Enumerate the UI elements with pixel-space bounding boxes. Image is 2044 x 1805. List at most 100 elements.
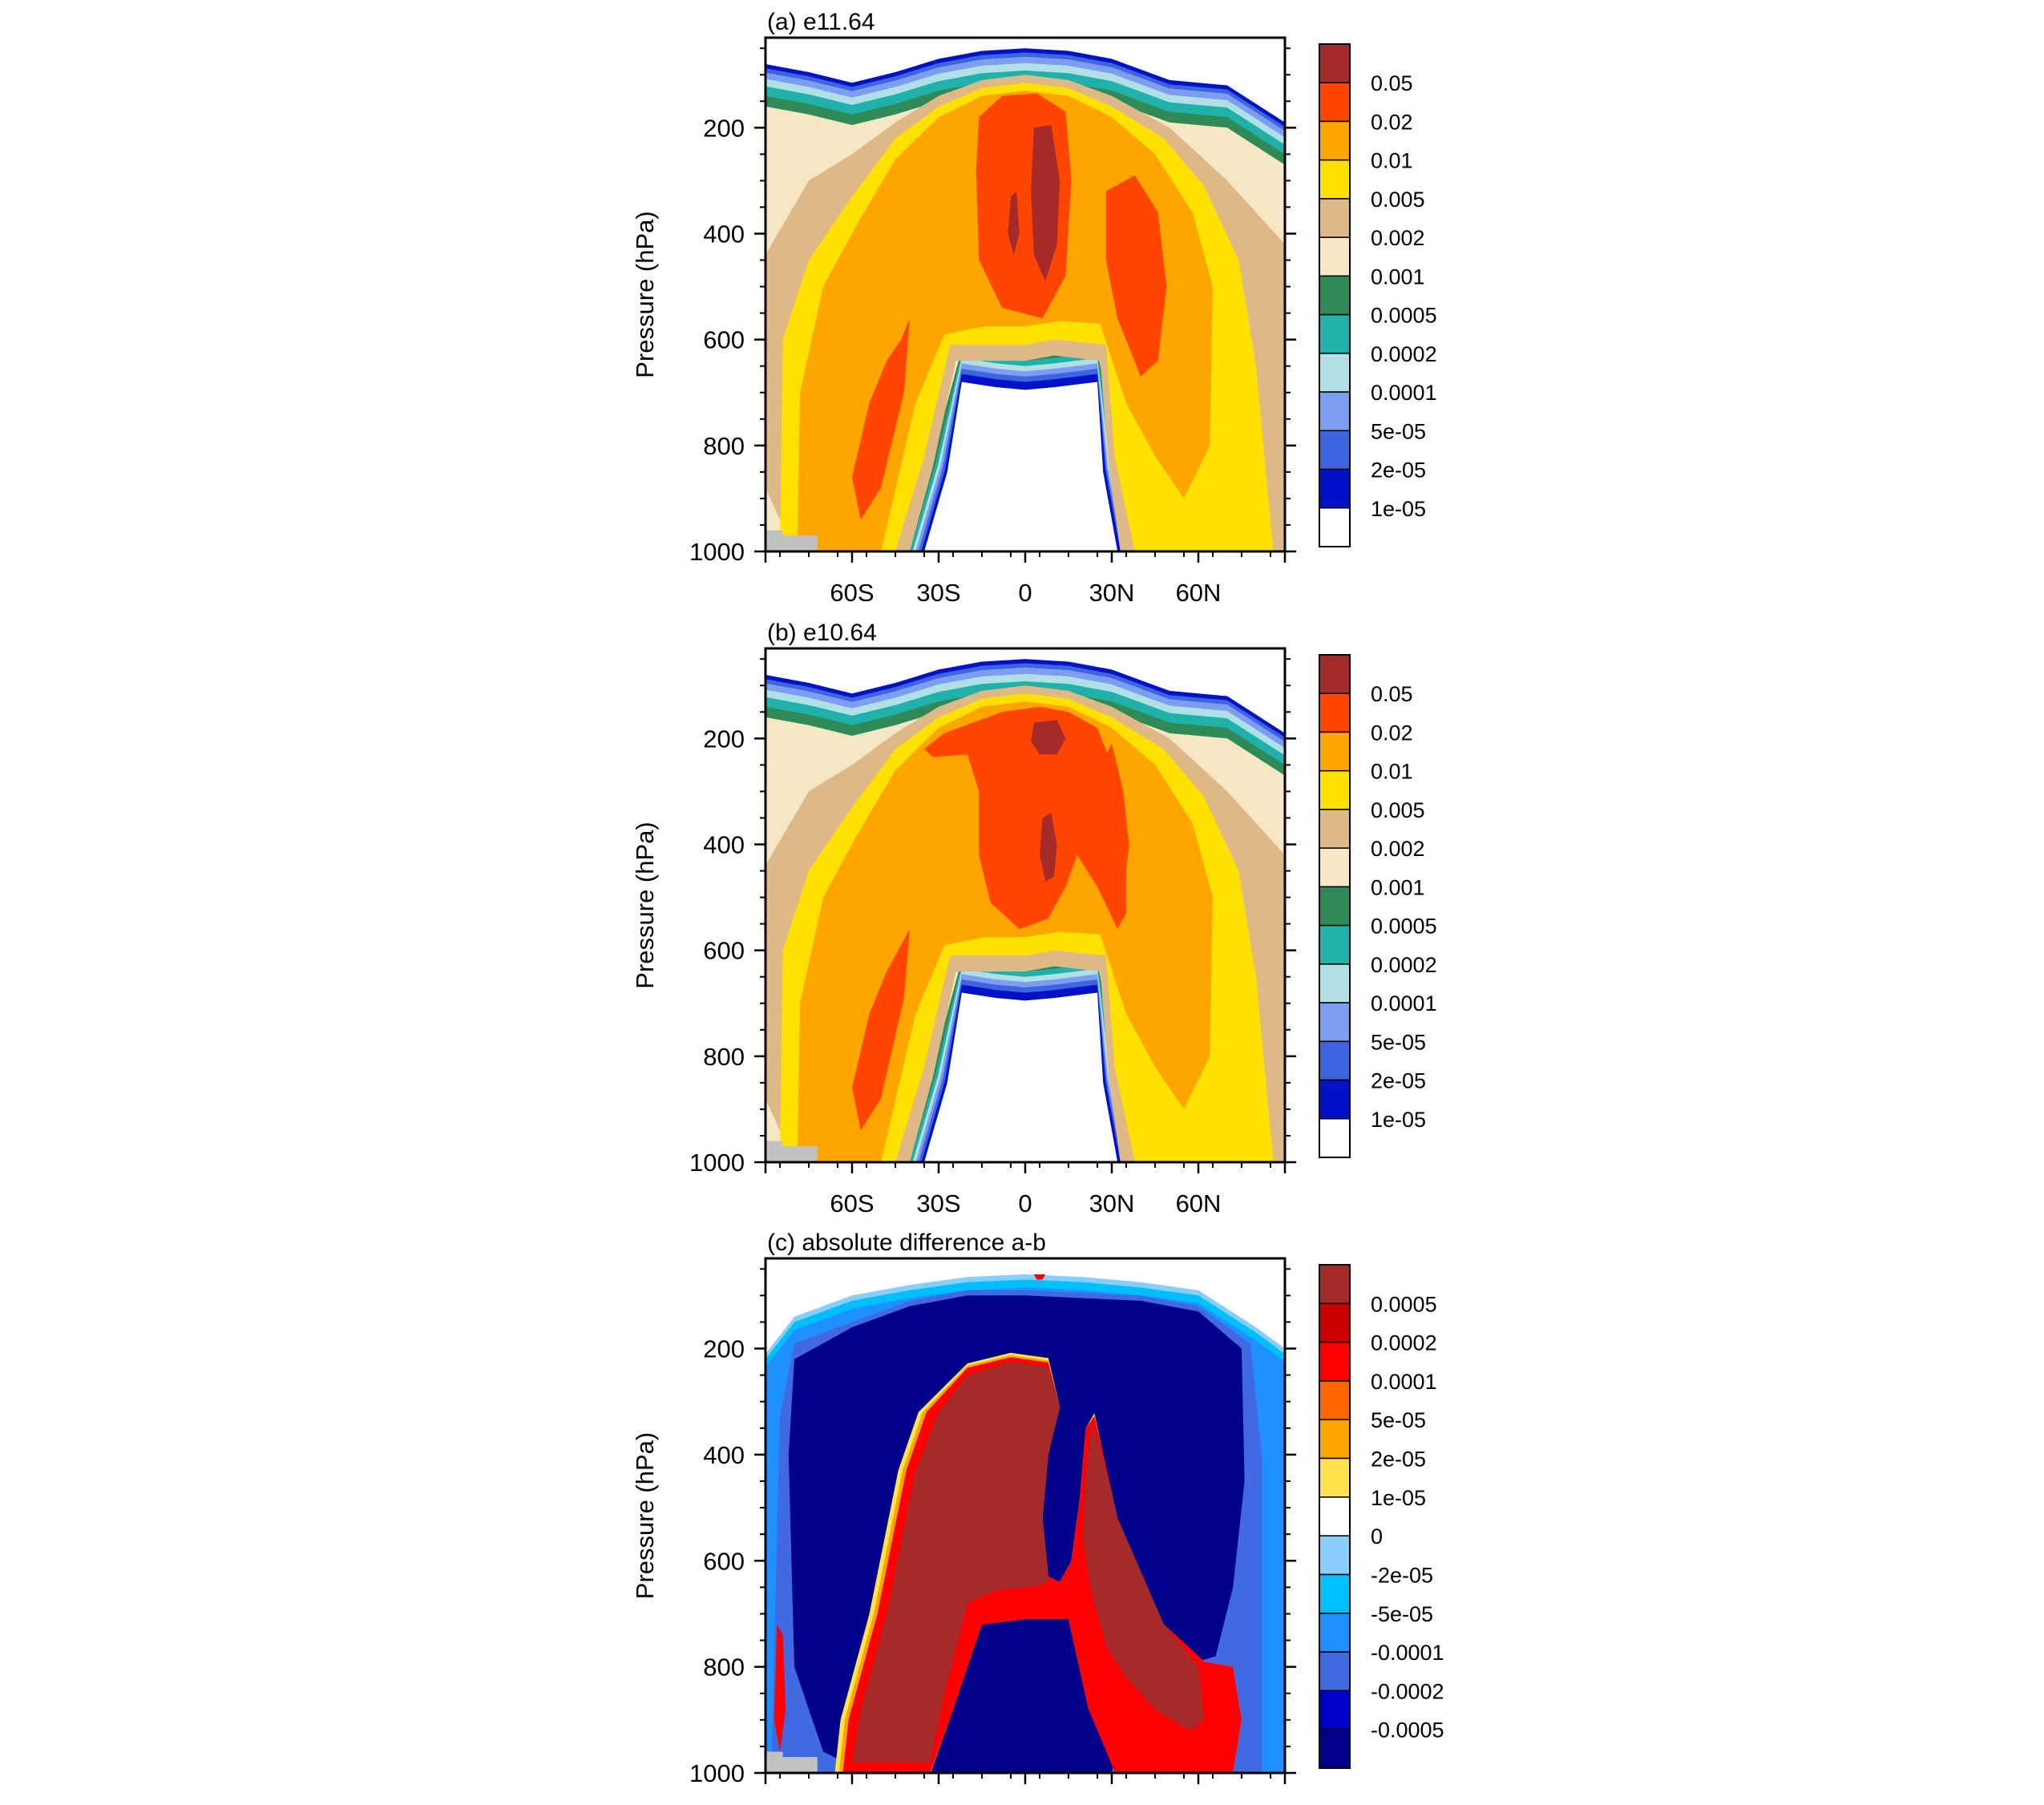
colorbar-swatch — [1319, 198, 1351, 238]
y-tick-label: 1000 — [689, 1149, 745, 1177]
y-tick-label: 1000 — [689, 1759, 745, 1787]
panel-title: (a) e11.64 — [767, 9, 875, 35]
colorbar-swatch — [1319, 1264, 1351, 1305]
colorbar-label: 1e-05 — [1371, 1486, 1426, 1510]
colorbar-label: 0.005 — [1371, 798, 1425, 822]
y-tick-label: 400 — [703, 220, 745, 248]
contour-max-a — [1031, 720, 1066, 755]
y-tick-label: 800 — [703, 432, 745, 460]
colorbar-label: 0.0005 — [1371, 1292, 1437, 1316]
colorbar-swatch — [1319, 468, 1351, 509]
x-tick-label: 30N — [1089, 1800, 1135, 1805]
missing-region — [765, 1141, 818, 1162]
colorbar-label: 0.01 — [1371, 149, 1413, 173]
colorbar-swatch — [1319, 1613, 1351, 1653]
colorbar-label: -0.0001 — [1371, 1641, 1444, 1665]
y-tick-label: 600 — [703, 326, 745, 354]
colorbar-swatch — [1319, 731, 1351, 772]
colorbar-c: 0.0005 0.0002 0.0001 5e-05 2e-05 1e-05 0 -2e-05… — [1319, 1264, 1444, 1769]
x-tick-label: 60N — [1176, 1189, 1222, 1217]
colorbar-frame — [1319, 43, 1351, 547]
contour-max-a — [1031, 125, 1060, 281]
colorbar-label: 0 — [1371, 1524, 1383, 1549]
colorbar-label: 1e-05 — [1371, 497, 1426, 521]
colorbar-label: 0.0002 — [1371, 1331, 1437, 1355]
contour-patch-a — [774, 1624, 786, 1752]
axes-c: (c) absolute difference a-b 200 400 600 800 1… — [631, 1230, 1444, 1805]
missing-region — [765, 1751, 818, 1773]
contour-max-a — [852, 1362, 1060, 1763]
colorbar-swatch — [1319, 1002, 1351, 1043]
colorbar-a: 0.05 0.02 0.01 0.005 0.002 0.001 0.0005 0.0002 0… — [1319, 43, 1437, 547]
colorbar-swatch — [1319, 769, 1351, 810]
colorbar-swatch — [1319, 654, 1351, 694]
panel-title: (c) absolute difference a-b — [767, 1230, 1046, 1256]
colorbar-label: 0.0002 — [1371, 953, 1437, 977]
colorbar-frame — [1319, 1264, 1351, 1769]
colorbar-swatch — [1319, 1651, 1351, 1692]
x-tick-label: 60S — [830, 579, 874, 607]
colorbar-swatch — [1319, 1573, 1351, 1614]
y-tick-label: 1000 — [689, 538, 745, 566]
y-axis-label: Pressure (hPa) — [631, 1432, 659, 1599]
contour-level-10-c — [852, 318, 910, 520]
contour-max-b — [1083, 1423, 1205, 1731]
y-tick-label: 800 — [703, 1043, 745, 1071]
x-tick-label: 0 — [1018, 1189, 1032, 1217]
colorbar-label: 2e-05 — [1371, 1069, 1426, 1093]
colorbar-swatch — [1319, 353, 1351, 393]
y-tick-label: 200 — [703, 1335, 745, 1363]
colorbar-label: 0.002 — [1371, 837, 1425, 861]
colorbar-swatch — [1319, 43, 1351, 83]
colorbar-label: 0.01 — [1371, 760, 1413, 784]
colorbar-swatch — [1319, 1535, 1351, 1576]
colorbar-label: 5e-05 — [1371, 1030, 1426, 1054]
y-tick-label: 600 — [703, 1547, 745, 1575]
colorbar-label: 2e-05 — [1371, 1448, 1426, 1472]
colorbar-label: 0.0001 — [1371, 991, 1437, 1016]
colorbar-swatch — [1319, 1341, 1351, 1382]
colorbar-swatch — [1319, 430, 1351, 470]
contour-max-b — [1040, 812, 1057, 882]
colorbar-swatch — [1319, 1040, 1351, 1081]
colorbar-label: 0.05 — [1371, 71, 1413, 95]
colorbar-label: 0.0001 — [1371, 381, 1437, 405]
axes-b: (b) e10.64 200 400 600 800 1000 60S 30S 0 30N 60N P… — [631, 620, 1437, 1217]
y-tick-label: 400 — [703, 831, 745, 859]
colorbar-label: 0.002 — [1371, 226, 1425, 250]
y-axis-label: Pressure (hPa) — [631, 822, 659, 988]
missing-region — [765, 530, 818, 551]
colorbar-label: 0.02 — [1371, 721, 1413, 745]
colorbar-label: 0.005 — [1371, 188, 1425, 212]
colorbar-swatch — [1319, 847, 1351, 888]
x-tick-label: 30S — [916, 1189, 960, 1217]
colorbar-label: 0.05 — [1371, 682, 1413, 706]
colorbar-swatch — [1319, 236, 1351, 277]
panel-c — [765, 1258, 1285, 1773]
x-tick-label: 0 — [1018, 579, 1032, 607]
colorbar-swatch — [1319, 1302, 1351, 1343]
y-axis-label: Pressure (hPa) — [631, 211, 659, 378]
surface-region — [944, 1035, 1109, 1162]
colorbar-frame — [1319, 654, 1351, 1158]
colorbar-swatch — [1319, 963, 1351, 1003]
colorbar-swatch — [1319, 507, 1351, 547]
colorbar-label: 0.0001 — [1371, 1370, 1437, 1394]
surface-region — [944, 424, 1109, 551]
colorbar-label: -0.0002 — [1371, 1679, 1444, 1703]
x-tick-label: 60S — [830, 1800, 874, 1805]
y-tick-label: 600 — [703, 937, 745, 965]
colorbar-swatch — [1319, 1496, 1351, 1536]
colorbar-label: 0.0005 — [1371, 304, 1437, 328]
colorbar-swatch — [1319, 1457, 1351, 1498]
colorbar-swatch — [1319, 391, 1351, 432]
contour-level-10-c — [852, 929, 910, 1131]
colorbar-swatch — [1319, 159, 1351, 200]
colorbar-label: 5e-05 — [1371, 419, 1426, 443]
x-tick-label: 30N — [1089, 579, 1135, 607]
colorbar-swatch — [1319, 924, 1351, 965]
colorbar-swatch — [1319, 313, 1351, 354]
y-tick-label: 200 — [703, 725, 745, 753]
colorbar-label: 0.0005 — [1371, 915, 1437, 939]
